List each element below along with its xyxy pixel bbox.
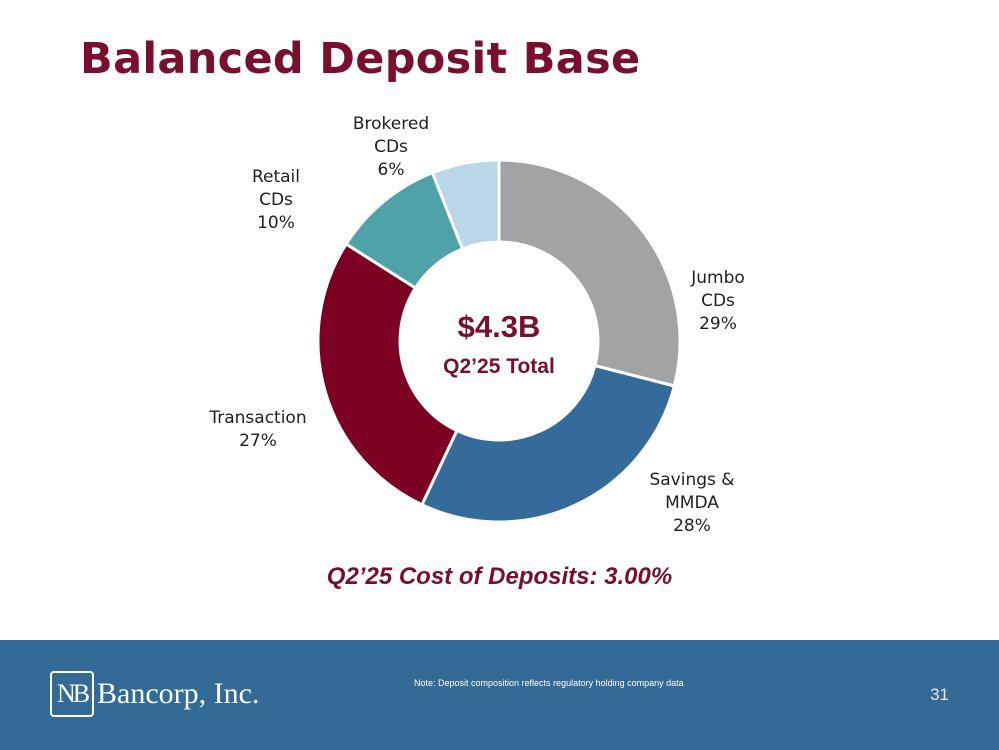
- company-logo: NB Bancorp, Inc.: [50, 670, 259, 718]
- slice-transaction: [316, 241, 459, 507]
- slice-label-jumbo-cds: Jumbo CDs 29%: [690, 268, 745, 334]
- slice-savings-mmda: [419, 363, 677, 524]
- slice-label-savings-mmda: Savings & MMDA 28%: [649, 470, 734, 536]
- cost-of-deposits: Q2’25 Cost of Deposits: 3.00%: [326, 563, 673, 590]
- footer-bar: NB Bancorp, Inc. Note: Deposit compositi…: [0, 640, 999, 750]
- slice-label-brokered-cds: Brokered CDs 6%: [353, 114, 429, 180]
- slice-label-transaction: Transaction 27%: [208, 408, 306, 451]
- slice-label-retail-cds: Retail CDs 10%: [252, 167, 300, 233]
- logo-mark: NB: [50, 671, 94, 717]
- center-total-value: $4.3B: [458, 309, 541, 344]
- logo-text: Bancorp, Inc.: [97, 677, 260, 710]
- slide-title: Balanced Deposit Base: [80, 34, 641, 84]
- slice-jumbo-cds: [497, 158, 682, 388]
- deposit-donut-chart: Jumbo CDs 29% Savings & MMDA 28% Transaction 27…: [208, 114, 745, 536]
- center-total-label: Q2’25 Total: [443, 355, 555, 378]
- footnote: Note: Deposit composition reflects regul…: [414, 678, 684, 688]
- page-number: 31: [930, 685, 949, 704]
- slice-brokered-cds: [430, 158, 501, 251]
